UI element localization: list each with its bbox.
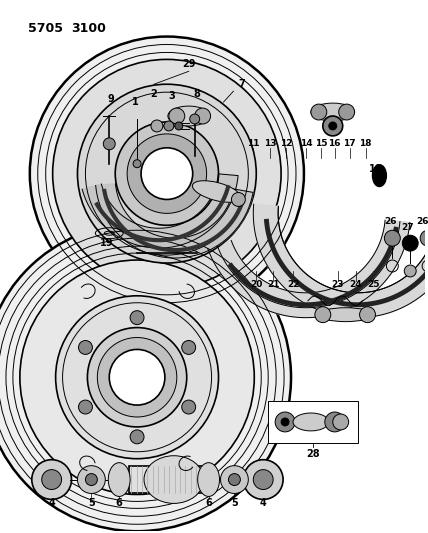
Text: 16: 16: [329, 139, 341, 148]
Polygon shape: [208, 220, 410, 318]
Ellipse shape: [168, 106, 210, 126]
Text: 19: 19: [100, 238, 113, 248]
Text: 2: 2: [151, 89, 158, 99]
Circle shape: [339, 104, 355, 120]
Text: 13: 13: [264, 139, 276, 148]
Ellipse shape: [108, 463, 130, 496]
Ellipse shape: [293, 413, 329, 431]
Circle shape: [0, 223, 291, 531]
Text: 26: 26: [384, 217, 397, 226]
Circle shape: [402, 235, 418, 251]
Text: 17: 17: [343, 139, 356, 148]
Circle shape: [315, 306, 331, 322]
Text: 29: 29: [182, 59, 196, 69]
Text: 7: 7: [238, 79, 245, 89]
Circle shape: [360, 306, 375, 322]
Bar: [129, 466, 204, 494]
Circle shape: [182, 341, 196, 354]
Text: 10: 10: [369, 164, 382, 174]
Text: 24: 24: [349, 280, 362, 289]
Text: 27: 27: [401, 223, 413, 232]
Circle shape: [86, 474, 97, 486]
Circle shape: [244, 459, 283, 499]
Text: 22: 22: [287, 280, 299, 289]
Text: 5: 5: [88, 498, 95, 508]
Polygon shape: [82, 174, 238, 248]
Ellipse shape: [193, 181, 241, 202]
Text: 5: 5: [231, 498, 238, 508]
Circle shape: [130, 430, 144, 444]
Text: 11: 11: [247, 139, 259, 148]
Circle shape: [311, 104, 327, 120]
Circle shape: [109, 350, 165, 405]
Circle shape: [77, 84, 256, 263]
Circle shape: [133, 160, 141, 168]
Circle shape: [329, 122, 337, 130]
Circle shape: [325, 412, 345, 432]
Text: 6: 6: [205, 498, 212, 508]
Circle shape: [42, 470, 62, 489]
Polygon shape: [253, 204, 428, 318]
Circle shape: [56, 296, 219, 459]
Circle shape: [151, 120, 163, 132]
Circle shape: [275, 412, 295, 432]
Ellipse shape: [198, 463, 220, 496]
Circle shape: [229, 474, 241, 486]
Polygon shape: [96, 184, 253, 258]
Circle shape: [141, 148, 193, 199]
Circle shape: [404, 265, 416, 277]
Circle shape: [127, 134, 207, 213]
Circle shape: [130, 311, 144, 325]
Text: 3100: 3100: [71, 22, 107, 35]
Circle shape: [115, 122, 219, 225]
Circle shape: [175, 122, 183, 130]
Text: 3: 3: [169, 91, 175, 101]
Ellipse shape: [372, 165, 386, 187]
Bar: [268, 401, 357, 443]
Text: 14: 14: [300, 139, 312, 148]
Circle shape: [78, 400, 92, 414]
Circle shape: [164, 121, 174, 131]
Circle shape: [32, 459, 71, 499]
Circle shape: [220, 466, 248, 494]
Circle shape: [97, 337, 177, 417]
Circle shape: [78, 341, 92, 354]
Text: 8: 8: [193, 89, 200, 99]
Ellipse shape: [144, 456, 204, 503]
Circle shape: [30, 37, 304, 311]
Ellipse shape: [195, 108, 211, 124]
Text: 4: 4: [48, 498, 55, 508]
Text: 23: 23: [331, 280, 344, 289]
Circle shape: [190, 114, 199, 124]
Circle shape: [182, 400, 196, 414]
Text: 21: 21: [267, 280, 279, 289]
Ellipse shape: [318, 308, 373, 321]
Text: 28: 28: [306, 449, 320, 459]
Circle shape: [53, 59, 281, 288]
Ellipse shape: [232, 192, 245, 206]
Text: 26: 26: [416, 217, 428, 226]
Text: 5705: 5705: [28, 22, 63, 35]
Text: 4: 4: [260, 498, 267, 508]
Circle shape: [253, 470, 273, 489]
Text: 9: 9: [108, 94, 115, 104]
Circle shape: [87, 328, 187, 427]
Circle shape: [77, 466, 105, 494]
Text: 18: 18: [359, 139, 372, 148]
Circle shape: [281, 418, 289, 426]
Circle shape: [384, 230, 400, 246]
Text: 1: 1: [132, 97, 139, 107]
Text: 15: 15: [315, 139, 327, 148]
Text: 6: 6: [116, 498, 122, 508]
Circle shape: [323, 116, 343, 136]
Circle shape: [420, 230, 428, 246]
Text: 12: 12: [280, 139, 292, 148]
Ellipse shape: [169, 108, 185, 124]
Text: 25: 25: [367, 280, 380, 289]
Text: 20: 20: [250, 280, 262, 289]
Ellipse shape: [311, 103, 355, 121]
Circle shape: [20, 260, 254, 495]
Circle shape: [333, 414, 349, 430]
Circle shape: [103, 138, 115, 150]
